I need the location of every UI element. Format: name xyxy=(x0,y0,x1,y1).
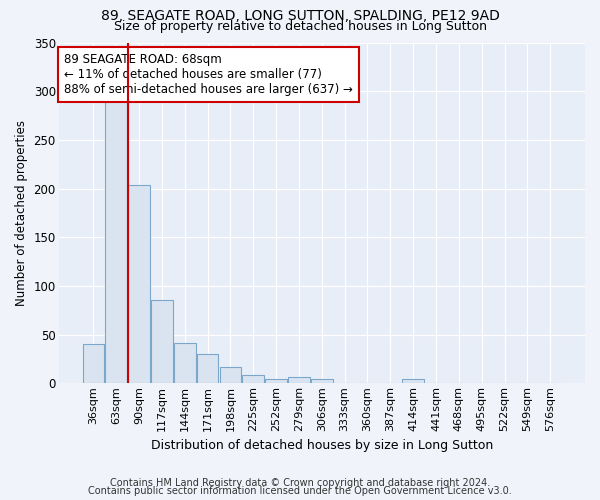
Bar xyxy=(220,366,241,384)
Text: Contains HM Land Registry data © Crown copyright and database right 2024.: Contains HM Land Registry data © Crown c… xyxy=(110,478,490,488)
Text: 89 SEAGATE ROAD: 68sqm
← 11% of detached houses are smaller (77)
88% of semi-det: 89 SEAGATE ROAD: 68sqm ← 11% of detached… xyxy=(64,52,353,96)
Bar xyxy=(288,378,310,384)
Bar xyxy=(83,344,104,384)
Bar xyxy=(128,184,150,384)
Y-axis label: Number of detached properties: Number of detached properties xyxy=(15,120,28,306)
Bar xyxy=(242,374,264,384)
Bar xyxy=(265,380,287,384)
Bar xyxy=(151,300,173,384)
Text: Contains public sector information licensed under the Open Government Licence v3: Contains public sector information licen… xyxy=(88,486,512,496)
Bar xyxy=(197,354,218,384)
Bar xyxy=(311,380,332,384)
Bar xyxy=(174,344,196,384)
Bar xyxy=(106,99,127,384)
X-axis label: Distribution of detached houses by size in Long Sutton: Distribution of detached houses by size … xyxy=(151,440,493,452)
Text: Size of property relative to detached houses in Long Sutton: Size of property relative to detached ho… xyxy=(113,20,487,33)
Bar xyxy=(403,380,424,384)
Text: 89, SEAGATE ROAD, LONG SUTTON, SPALDING, PE12 9AD: 89, SEAGATE ROAD, LONG SUTTON, SPALDING,… xyxy=(101,9,499,23)
